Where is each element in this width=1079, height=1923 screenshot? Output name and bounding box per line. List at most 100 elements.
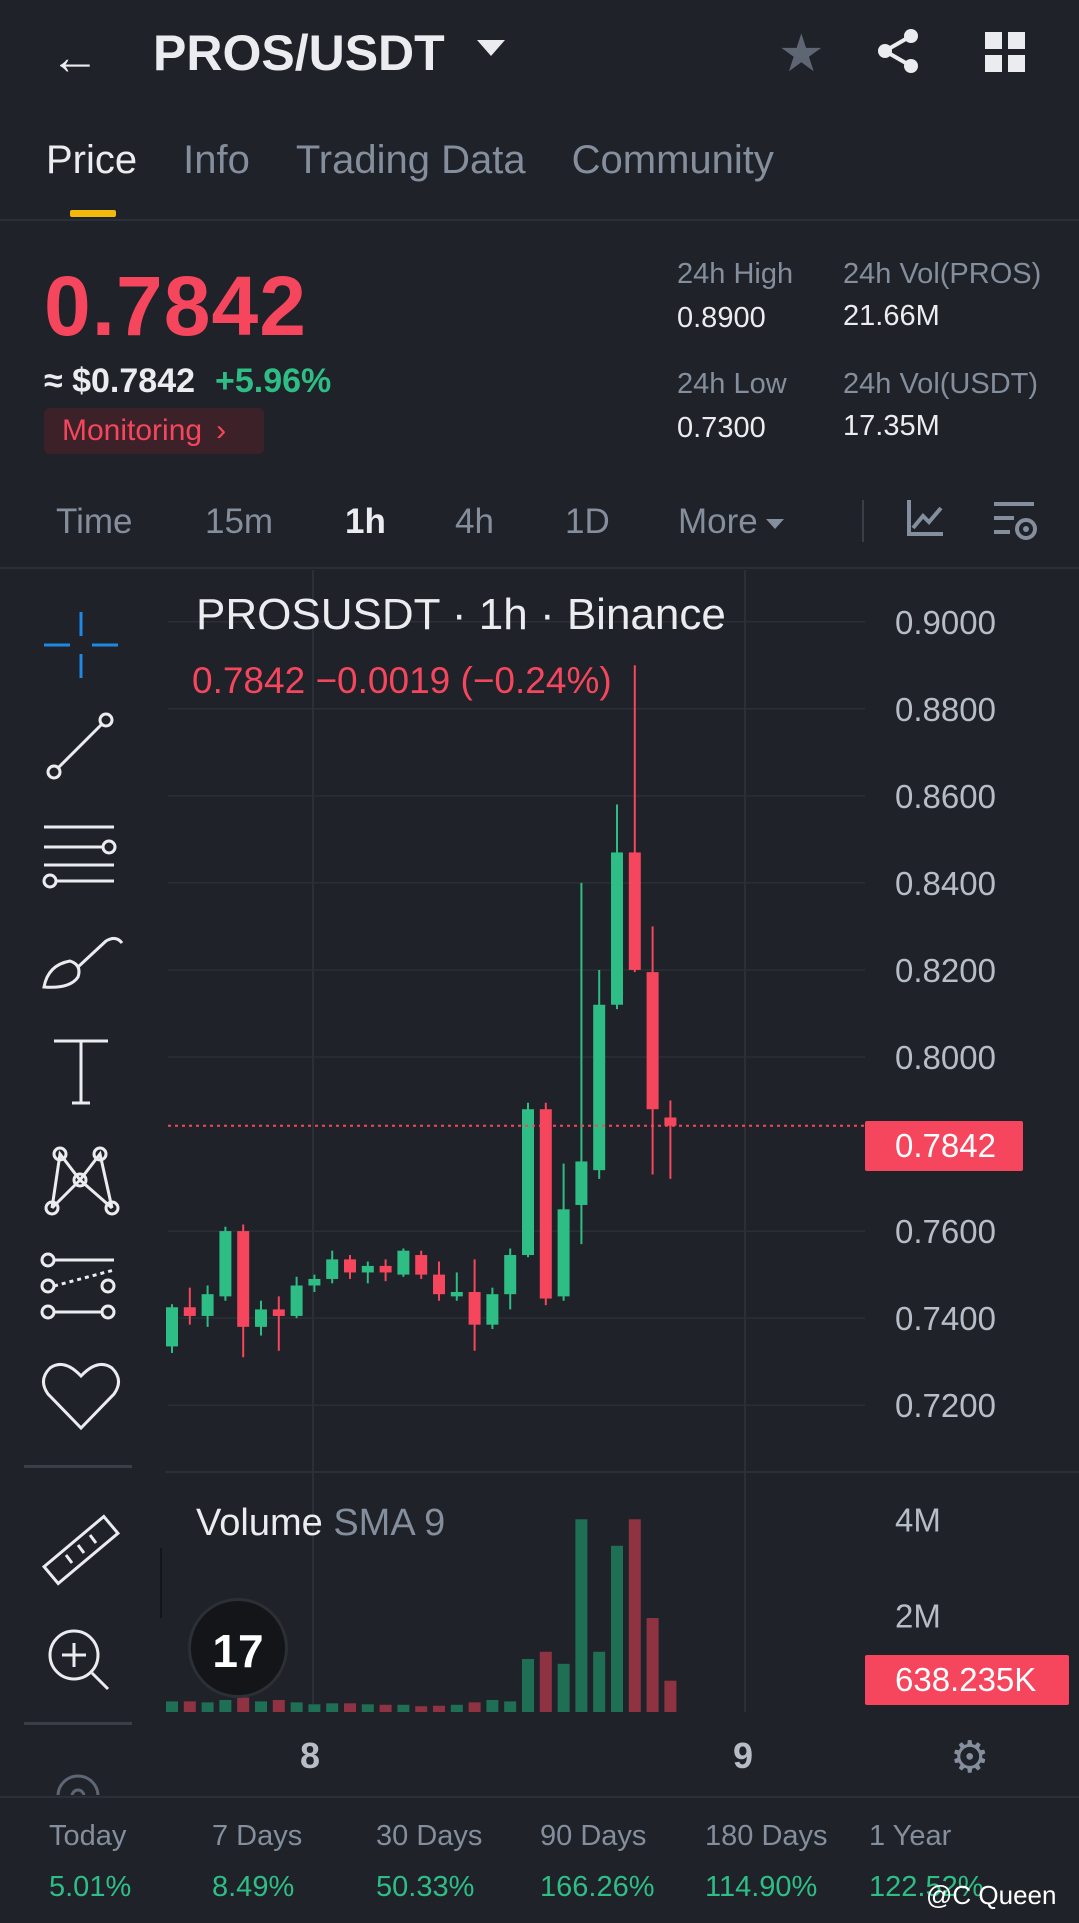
chart-settings-icon[interactable]	[990, 498, 1038, 549]
candle-body	[611, 852, 623, 1005]
magnet-icon[interactable]	[36, 1750, 126, 1795]
candle-body	[397, 1250, 410, 1275]
candle-body	[361, 1265, 374, 1273]
pair-title[interactable]: PROS/USDT	[153, 25, 445, 81]
interval-more[interactable]: More	[678, 502, 784, 542]
candle-body	[557, 1209, 570, 1297]
candle-body	[308, 1278, 321, 1286]
chart-legend-title: PROSUSDT · 1h · Binance	[196, 590, 726, 639]
crosshair-icon[interactable]	[36, 600, 126, 690]
period-value: 166.26%	[540, 1871, 655, 1903]
volume-bar	[219, 1699, 232, 1712]
tradingview-logo[interactable]: 17	[188, 1598, 288, 1698]
drawing-toolbar	[0, 570, 160, 1800]
volume-bar	[308, 1704, 321, 1712]
candle-body	[415, 1255, 428, 1275]
monitoring-badge[interactable]: Monitoring ›	[44, 408, 264, 454]
zoom-in-icon[interactable]	[36, 1615, 126, 1705]
high-label: 24h High	[677, 258, 794, 290]
y-tick-label: 0.7600	[895, 1213, 996, 1250]
volume-bar	[522, 1659, 534, 1712]
divider	[24, 1465, 132, 1468]
tab-community[interactable]: Community	[571, 138, 774, 182]
trend-line-icon[interactable]	[36, 700, 126, 790]
volume-bar	[575, 1519, 588, 1712]
candle-body	[255, 1309, 267, 1327]
period-value: 122.52%	[869, 1871, 984, 1903]
watermark: @C Queen	[926, 1880, 1057, 1910]
forecast-lines-icon[interactable]	[36, 1240, 126, 1330]
candlestick-chart[interactable]: 0.9000 0.8800 0.8600 0.8400 0.8200 0.8000 0.76…	[165, 570, 1079, 1800]
volume-bar	[664, 1680, 677, 1712]
tab-info[interactable]: Info	[183, 138, 250, 182]
candle-body	[646, 972, 659, 1110]
brush-icon[interactable]	[36, 915, 126, 1005]
volume-bar	[255, 1701, 267, 1712]
volume-bar	[237, 1697, 250, 1712]
x-tick-label: 8	[300, 1735, 321, 1776]
interval-1h[interactable]: 1h	[345, 502, 386, 541]
candle-body	[237, 1231, 250, 1327]
divider	[0, 567, 1079, 569]
pattern-icon[interactable]	[36, 1132, 126, 1222]
candle-body	[664, 1117, 677, 1126]
indicator-chart-icon[interactable]	[905, 498, 945, 543]
interval-4h[interactable]: 4h	[455, 502, 494, 541]
y-tick-label: 0.8400	[895, 865, 996, 902]
volume-bar	[183, 1701, 196, 1712]
y-tick-label: 0.8200	[895, 952, 996, 989]
volume-bar	[272, 1699, 285, 1712]
vol-base-label: 24h Vol(PROS)	[843, 258, 1042, 290]
divider	[24, 1722, 132, 1725]
candle-body	[486, 1294, 499, 1325]
grid-menu-icon[interactable]	[985, 32, 1025, 72]
chart-legend-ohlc: 0.7842 −0.0019 (−0.24%)	[192, 660, 612, 701]
pair-dropdown-caret-icon[interactable]	[477, 40, 505, 56]
volume-bar	[415, 1706, 428, 1712]
high-value: 0.8900	[677, 302, 766, 334]
volume-tick-label: 2M	[895, 1598, 941, 1635]
interval-time[interactable]: Time	[56, 502, 133, 541]
volume-sma-label: SMA 9	[333, 1502, 446, 1544]
candle-body	[183, 1307, 196, 1316]
period-value: 114.90%	[705, 1871, 818, 1903]
candle-body	[166, 1307, 178, 1347]
interval-1d[interactable]: 1D	[565, 502, 610, 541]
candle-body	[450, 1292, 463, 1297]
share-icon[interactable]	[875, 28, 921, 79]
divider	[0, 1796, 1079, 1798]
y-tick-label: 0.8000	[895, 1039, 996, 1076]
volume-bar	[326, 1703, 339, 1712]
candle-body	[272, 1309, 285, 1316]
interval-more-label: More	[678, 502, 758, 541]
period-value: 8.49%	[212, 1871, 295, 1903]
volume-bar	[504, 1701, 517, 1712]
gear-icon[interactable]: ⚙	[950, 1733, 990, 1782]
candle-body	[593, 1004, 606, 1171]
period-7d: 7 Days 8.49%	[212, 1820, 362, 1904]
vol-quote-value: 17.35M	[843, 410, 940, 442]
candle-body	[522, 1109, 534, 1256]
y-tick-label: 0.8800	[895, 691, 996, 728]
volume-bar	[646, 1618, 659, 1712]
candle-body	[326, 1259, 339, 1279]
volume-bar	[593, 1651, 606, 1712]
volume-bar	[166, 1701, 178, 1712]
period-1y: 1 Year 122.52%	[869, 1820, 1019, 1904]
interval-15m[interactable]: 15m	[205, 502, 274, 541]
y-tick-label: 0.7400	[895, 1300, 996, 1337]
period-label: 180 Days	[705, 1820, 828, 1852]
heart-icon[interactable]	[36, 1350, 126, 1440]
volume-bar	[539, 1651, 552, 1712]
ruler-icon[interactable]	[36, 1505, 126, 1595]
text-tool-icon[interactable]	[36, 1025, 126, 1115]
divider	[0, 219, 1079, 221]
horizontal-lines-icon[interactable]	[36, 805, 126, 895]
tab-trading-data[interactable]: Trading Data	[295, 138, 526, 182]
low-value: 0.7300	[677, 412, 766, 444]
candle-body	[344, 1259, 356, 1273]
star-icon[interactable]: ★	[778, 25, 825, 83]
back-arrow-icon[interactable]: ←	[50, 29, 100, 85]
tab-price[interactable]: Price	[46, 138, 138, 182]
candle-body	[539, 1109, 552, 1299]
